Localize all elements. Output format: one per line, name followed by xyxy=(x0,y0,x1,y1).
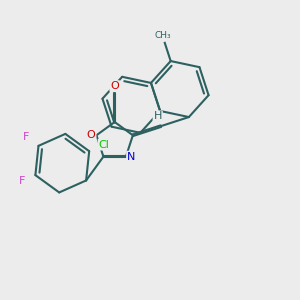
Text: O: O xyxy=(110,81,119,91)
Text: N: N xyxy=(127,152,135,162)
Text: F: F xyxy=(23,132,30,142)
Text: CH₃: CH₃ xyxy=(154,31,171,40)
Text: Cl: Cl xyxy=(98,140,110,150)
Text: F: F xyxy=(19,176,25,186)
Text: H: H xyxy=(154,111,162,122)
Text: O: O xyxy=(87,130,95,140)
